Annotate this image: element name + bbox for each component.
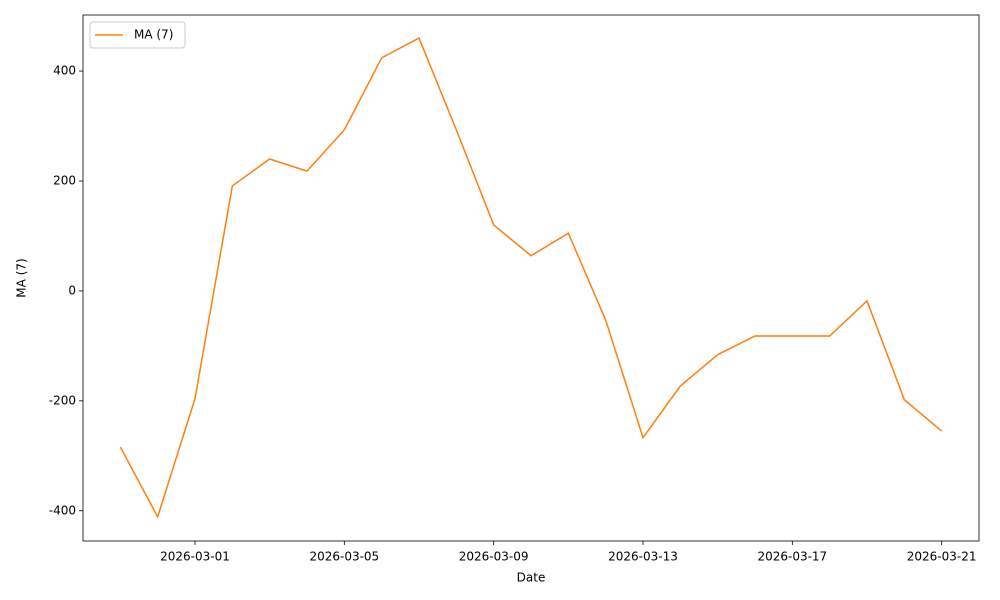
- y-tick-label: 400: [53, 64, 76, 78]
- y-tick-label: 0: [68, 283, 76, 297]
- legend-label: MA (7): [134, 28, 173, 42]
- x-tick-label: 2026-03-17: [757, 550, 827, 564]
- y-axis-label: MA (7): [15, 258, 29, 297]
- y-tick-label: -200: [49, 393, 76, 407]
- legend-box: [89, 21, 186, 49]
- y-tick-label: 200: [53, 173, 76, 187]
- x-tick-label: 2026-03-09: [459, 550, 529, 564]
- plot-frame: [82, 14, 980, 542]
- x-tick-label: 2026-03-01: [160, 550, 230, 564]
- x-tick-label: 2026-03-05: [309, 550, 379, 564]
- x-axis-label: Date: [517, 571, 546, 585]
- x-tick-label: 2026-03-21: [907, 550, 977, 564]
- x-tick-label: 2026-03-13: [608, 550, 678, 564]
- y-tick-label: -400: [49, 503, 76, 517]
- line: [119, 37, 943, 519]
